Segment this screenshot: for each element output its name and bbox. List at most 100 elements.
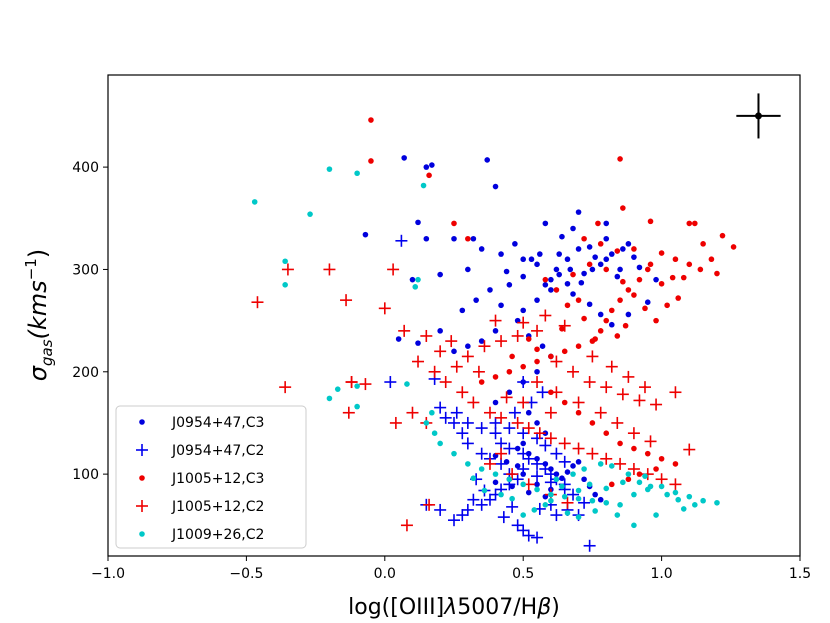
data-point-series-3 [511, 329, 524, 342]
data-point-series-3 [572, 396, 585, 409]
data-point-series-0 [465, 266, 471, 273]
data-point-series-0 [589, 266, 596, 273]
data-point-series-1 [558, 455, 571, 468]
data-point-series-2 [617, 156, 623, 162]
y-tick-label: 100 [72, 467, 99, 483]
data-point-series-2 [506, 368, 513, 375]
data-point-series-1 [522, 529, 535, 542]
data-point-series-4 [653, 512, 659, 518]
data-point-series-0 [520, 256, 526, 263]
data-point-series-2 [636, 276, 643, 283]
data-point-series-2 [700, 241, 706, 247]
data-point-series-3 [531, 324, 544, 337]
data-point-series-3 [472, 365, 485, 378]
data-point-series-0 [625, 241, 632, 247]
data-point-series-4 [354, 403, 360, 410]
data-point-series-0 [514, 463, 521, 469]
data-point-series-2 [631, 246, 637, 252]
data-point-series-0 [415, 340, 421, 346]
data-point-series-4 [431, 430, 438, 436]
data-point-series-3 [489, 314, 502, 327]
data-point-series-2 [620, 205, 626, 211]
data-point-series-2 [597, 328, 604, 334]
data-point-series-4 [423, 420, 430, 426]
data-point-series-0 [492, 479, 499, 486]
data-point-series-0 [553, 266, 560, 273]
data-point-series-1 [450, 406, 463, 419]
data-point-series-0 [644, 299, 651, 305]
data-point-series-2 [478, 379, 485, 385]
data-point-series-3 [539, 309, 552, 322]
error-bar [736, 93, 781, 139]
data-point-series-0 [597, 311, 604, 318]
data-point-series-1 [461, 503, 474, 516]
data-point-series-1 [517, 524, 530, 537]
data-point-series-3 [683, 443, 696, 456]
data-point-series-3 [627, 427, 640, 440]
data-point-series-2 [608, 307, 615, 314]
data-point-series-1 [497, 511, 510, 524]
data-point-series-1 [456, 509, 469, 522]
data-point-series-2 [559, 326, 565, 332]
data-point-series-3 [600, 381, 613, 394]
data-point-series-3 [423, 498, 436, 511]
data-point-series-4 [251, 199, 258, 205]
data-point-series-4 [581, 466, 587, 472]
data-point-series-2 [647, 218, 654, 225]
data-point-series-2 [714, 270, 720, 277]
data-point-series-0 [631, 254, 637, 260]
data-point-series-3 [550, 355, 563, 368]
data-point-series-0 [575, 246, 582, 252]
data-point-series-3 [495, 411, 508, 424]
data-point-series-4 [548, 491, 554, 498]
data-point-series-4 [586, 481, 593, 488]
data-point-series-4 [531, 507, 538, 513]
data-point-series-3 [342, 406, 355, 419]
data-point-series-2 [620, 278, 626, 285]
data-point-series-1 [475, 498, 488, 511]
y-tick-label: 400 [72, 160, 99, 176]
data-point-series-0 [437, 328, 443, 334]
data-point-series-2 [575, 409, 582, 416]
data-point-series-1 [467, 493, 480, 506]
data-point-series-2 [534, 346, 540, 353]
data-point-series-0 [586, 301, 593, 308]
data-point-series-3 [389, 416, 402, 429]
data-point-series-3 [522, 422, 535, 435]
data-point-series-0 [581, 270, 587, 277]
data-point-series-2 [664, 302, 670, 309]
data-point-series-0 [564, 469, 571, 475]
data-point-series-2 [575, 297, 582, 303]
data-point-series-1 [517, 463, 530, 476]
data-point-series-2 [492, 374, 499, 380]
legend-label-j0954-c3: J0954+47,C3 [171, 415, 264, 431]
data-point-series-1 [531, 457, 544, 470]
data-point-series-1 [384, 376, 397, 389]
data-point-series-3 [420, 329, 433, 342]
data-point-series-2 [625, 287, 632, 293]
data-point-series-2 [614, 248, 621, 254]
data-point-series-4 [603, 499, 610, 506]
data-point-series-4 [617, 502, 623, 508]
data-point-series-3 [434, 345, 447, 358]
legend-marker-series-0 [139, 419, 145, 425]
legend-label-j1005-c2: J1005+12,C2 [171, 499, 264, 515]
data-point-series-0 [484, 157, 491, 163]
data-point-series-1 [544, 476, 557, 489]
data-point-series-4 [465, 461, 471, 467]
data-point-series-3 [550, 386, 563, 399]
error-bar-center [754, 112, 762, 120]
legend-marker-series-2 [139, 475, 145, 481]
data-point-series-0 [492, 399, 499, 406]
data-point-series-2 [686, 220, 693, 227]
data-point-series-2 [561, 348, 568, 355]
data-point-series-3 [616, 388, 629, 401]
data-point-series-4 [506, 476, 513, 483]
data-point-series-1 [583, 539, 596, 552]
data-point-series-4 [664, 491, 670, 498]
data-point-series-2 [636, 471, 643, 477]
data-point-series-2 [368, 117, 374, 123]
data-point-series-4 [597, 461, 604, 467]
data-point-series-1 [483, 493, 496, 506]
